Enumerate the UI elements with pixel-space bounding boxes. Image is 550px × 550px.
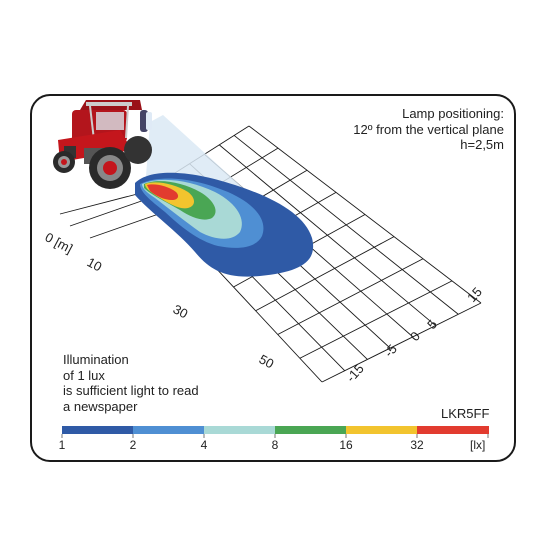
scale-segment-4 xyxy=(204,426,275,434)
scale-tick-16: 16 xyxy=(339,438,353,452)
model-label: LKR5FF xyxy=(441,406,490,421)
scale-tick-2: 2 xyxy=(129,438,137,452)
lamp-positioning-note: Lamp positioning: 12º from the vertical … xyxy=(284,106,504,153)
illumination-zones xyxy=(135,172,314,277)
scale-segment-1 xyxy=(62,426,133,434)
illum-note-line-4: a newspaper xyxy=(63,398,138,414)
grid-line-along xyxy=(233,135,459,315)
lamp-note-line-1: Lamp positioning: xyxy=(402,106,504,121)
scale-tick-8: 8 xyxy=(271,438,279,452)
lateral-label-0: 0 xyxy=(407,329,423,344)
grid-line-extension xyxy=(69,197,151,227)
grid-line-across xyxy=(277,258,424,335)
tractor-icon xyxy=(53,100,152,189)
illumination-note: Illumination of 1 lux is sufficient ligh… xyxy=(63,352,283,414)
lamp-note-line-2: 12º from the vertical plane xyxy=(353,121,504,137)
scale-segment-32 xyxy=(417,426,489,434)
grid-line-across xyxy=(299,280,453,359)
illum-note-line-2: of 1 lux xyxy=(63,367,105,383)
scale-tick-1: 1 xyxy=(58,438,66,452)
grid-line-across xyxy=(321,302,482,383)
lateral-label-minus-15: -15 xyxy=(343,361,367,385)
grid-line-across xyxy=(255,236,395,312)
scale-unit-label: [lx] xyxy=(470,438,486,452)
distance-label-30: 30 xyxy=(171,301,191,321)
distance-label-50: 50 xyxy=(257,351,277,371)
distance-label-0: 0 [m] xyxy=(43,229,76,256)
lux-scale-bar xyxy=(61,426,489,438)
scale-segment-2 xyxy=(133,426,204,434)
grid-line-along xyxy=(248,125,482,304)
scale-segment-8 xyxy=(275,426,346,434)
lamp-note-line-3: h=2,5m xyxy=(460,137,504,152)
scale-tick-32: 32 xyxy=(410,438,424,452)
scale-segment-16 xyxy=(346,426,417,434)
illum-note-line-1: Illumination xyxy=(63,352,129,367)
distance-label-10: 10 xyxy=(85,254,105,274)
illumination-zone-32-lux xyxy=(147,184,179,200)
lateral-label-15: 15 xyxy=(464,284,485,305)
grid-line-along xyxy=(218,144,436,326)
scale-tick-4: 4 xyxy=(200,438,208,452)
illum-note-line-3: is sufficient light to read xyxy=(63,383,199,398)
grid-line-extension xyxy=(59,191,146,215)
